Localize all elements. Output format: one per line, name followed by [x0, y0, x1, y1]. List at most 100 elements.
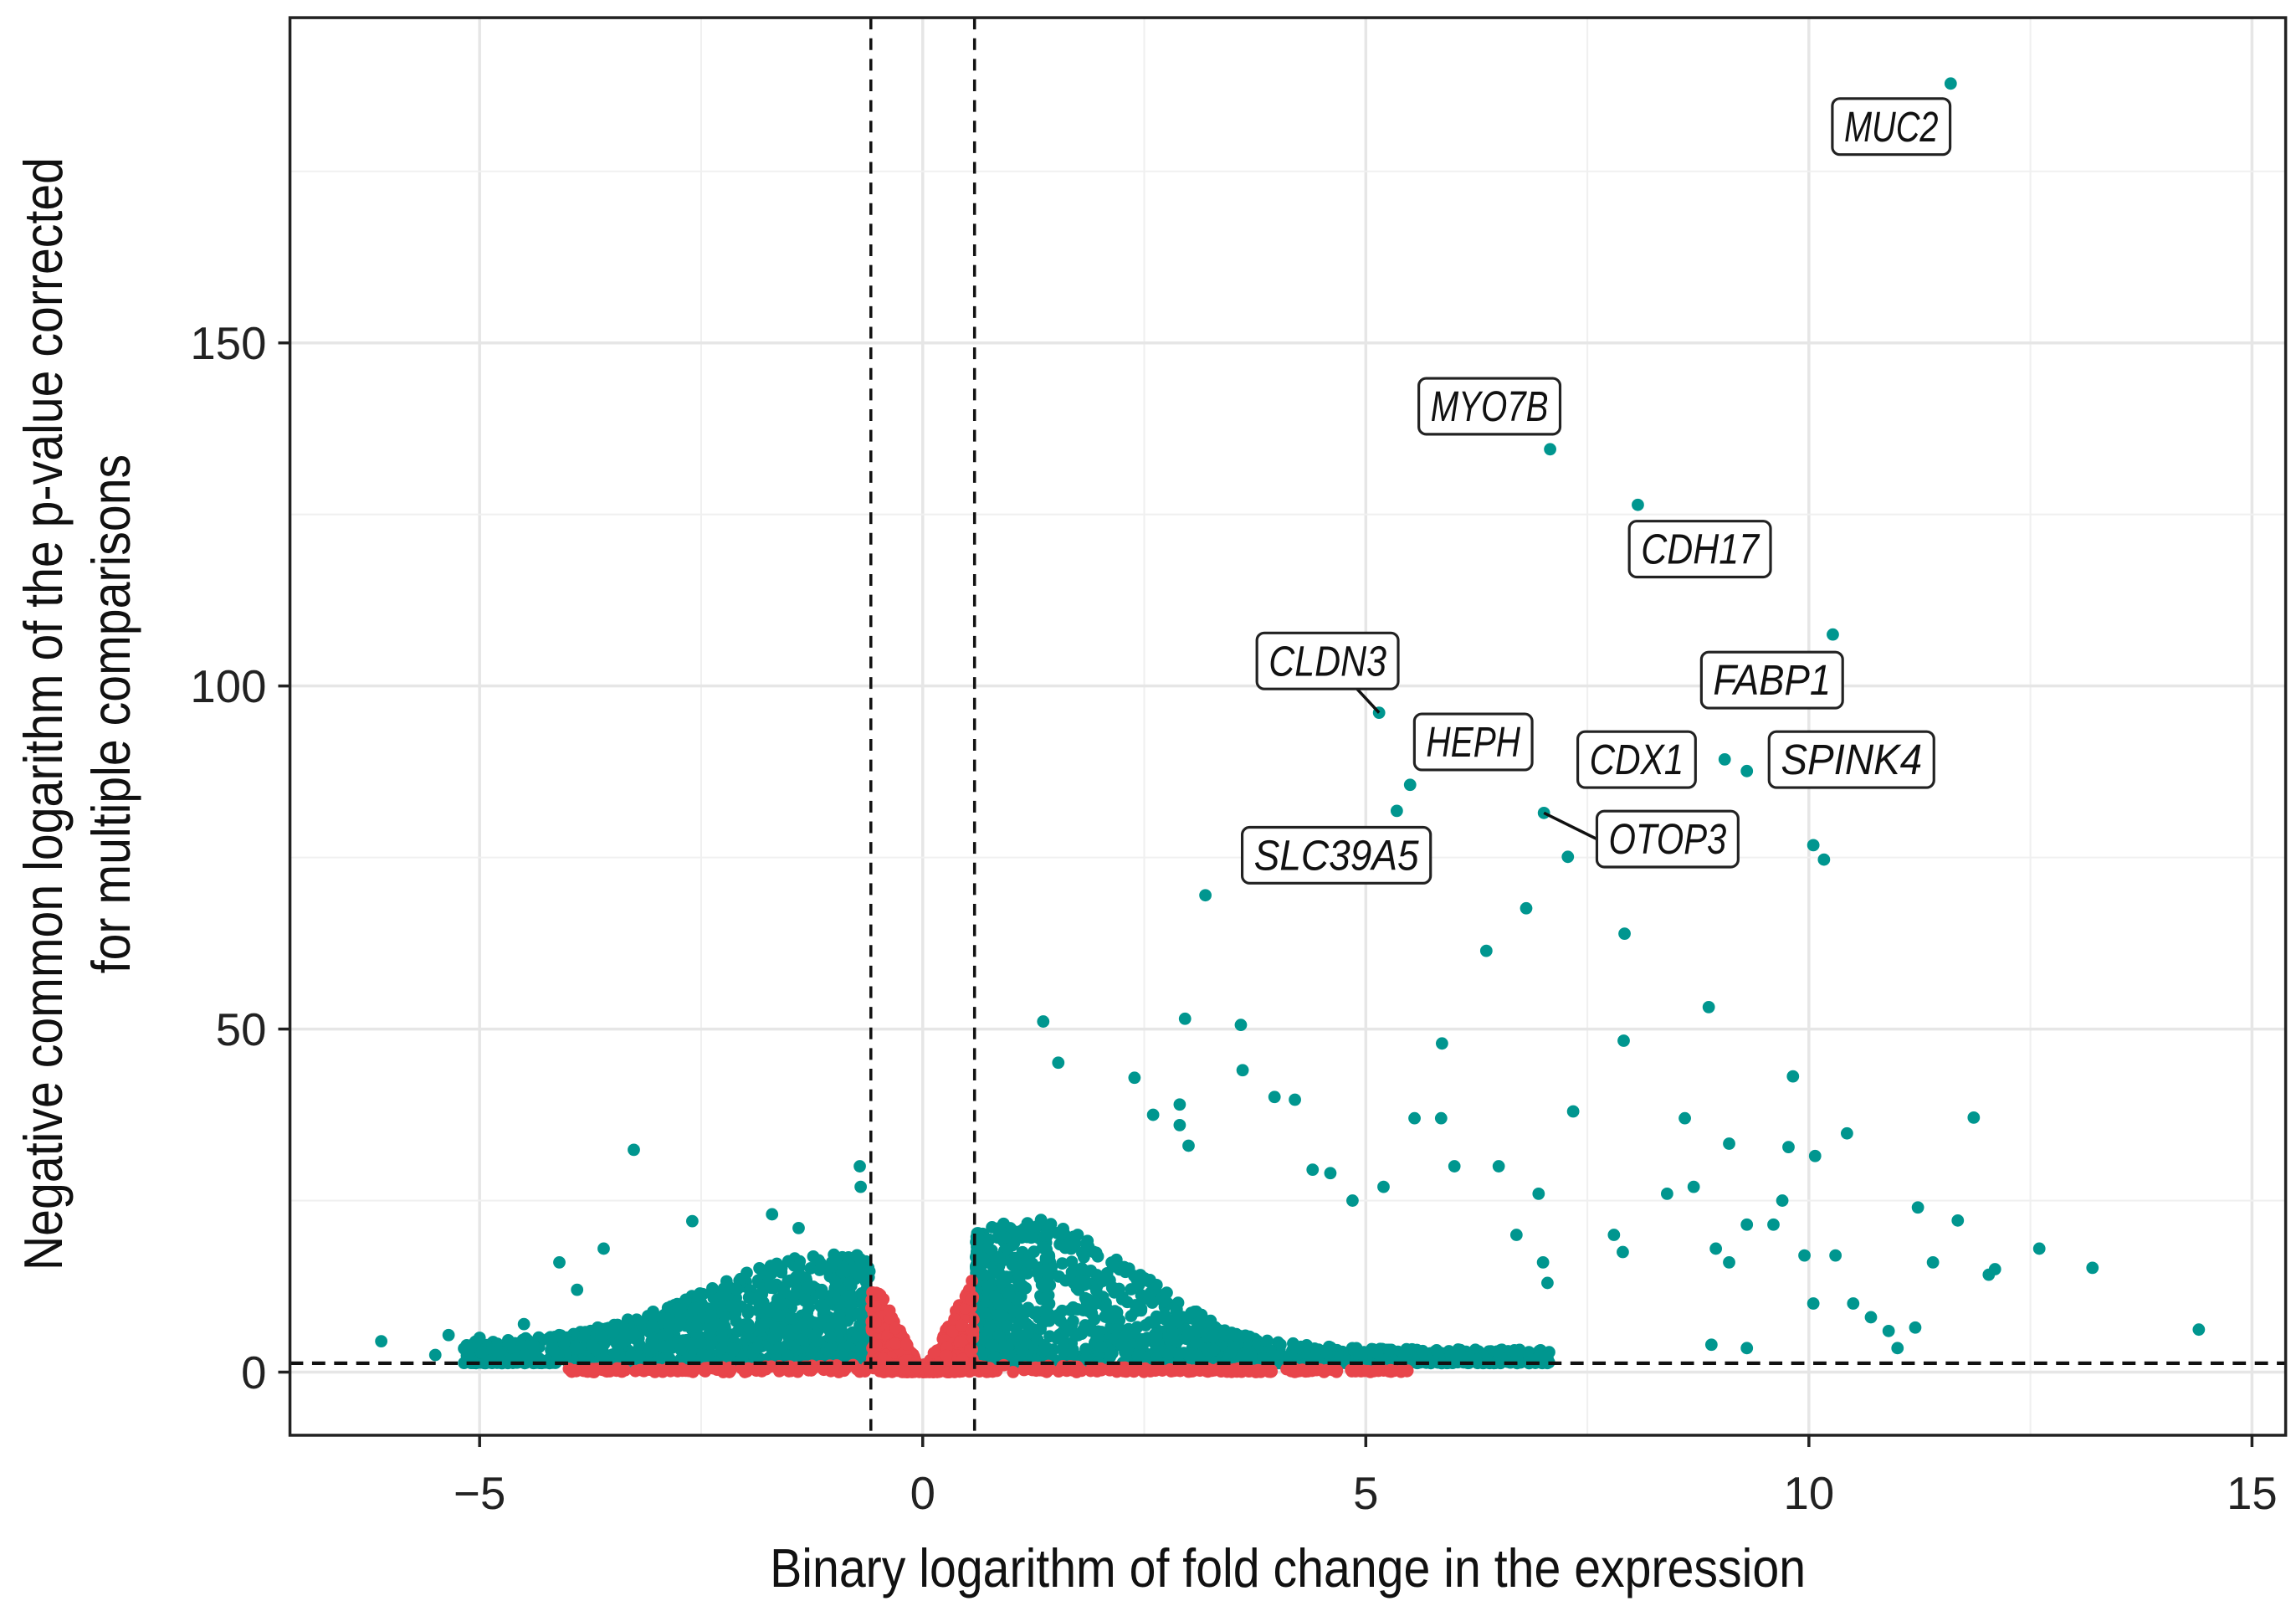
data-point [1678, 1111, 1691, 1125]
data-point [869, 1339, 883, 1352]
data-point [1536, 1255, 1550, 1269]
data-point [723, 1362, 736, 1375]
data-point [1096, 1275, 1110, 1288]
data-point [705, 1322, 718, 1336]
label-box [1412, 712, 1534, 772]
data-point [1434, 1111, 1448, 1125]
label-box [1417, 377, 1562, 436]
data-point [696, 1348, 710, 1362]
data-point [1040, 1227, 1053, 1240]
data-point [1079, 1342, 1092, 1356]
y-tick-label: 0 [241, 1347, 266, 1398]
data-point [981, 1239, 994, 1252]
y-tick-label: 50 [216, 1004, 267, 1055]
data-point [1117, 1364, 1130, 1378]
data-point [1511, 1356, 1525, 1368]
data-point [1520, 901, 1533, 915]
data-point [657, 1340, 670, 1353]
data-point [977, 1268, 991, 1281]
data-point [1245, 1350, 1258, 1363]
label-text: HEPH [1426, 718, 1520, 766]
data-point [797, 1317, 810, 1331]
data-point [1882, 1324, 1895, 1337]
data-point [1306, 1163, 1320, 1177]
data-point [1416, 1344, 1429, 1357]
data-point [474, 1346, 488, 1359]
data-point [1561, 850, 1575, 864]
data-point [1185, 1306, 1198, 1320]
data-point [775, 1326, 788, 1339]
gene-label-cdh17: CDH17 [1627, 520, 1772, 579]
data-point [1181, 1327, 1195, 1341]
data-point [1055, 1304, 1069, 1317]
data-point [1031, 1332, 1044, 1346]
data-point [764, 1260, 777, 1272]
data-point [2086, 1261, 2099, 1275]
data-point [988, 1351, 1002, 1364]
data-point [1632, 498, 1644, 511]
data-point [1017, 1363, 1031, 1377]
data-point [966, 1332, 980, 1345]
data-point [1007, 1365, 1020, 1378]
data-point [1128, 1365, 1140, 1378]
data-point [1190, 1337, 1202, 1349]
data-point [889, 1321, 902, 1335]
gene-label-fabp1: FABP1 [1699, 650, 1844, 710]
data-point [1071, 1303, 1084, 1316]
data-point [1164, 1316, 1177, 1329]
data-point [993, 1224, 1007, 1237]
data-point [1817, 853, 1831, 866]
label-text: SPINK4 [1781, 736, 1922, 783]
label-box [1699, 650, 1844, 710]
data-point [751, 1342, 764, 1354]
data-point [1110, 1306, 1124, 1319]
data-point [1065, 1265, 1079, 1279]
data-point [807, 1316, 820, 1329]
data-point [727, 1342, 741, 1356]
label-text: MUC2 [1844, 103, 1939, 151]
data-point [948, 1363, 961, 1377]
data-point [1403, 778, 1417, 792]
label-connector [1543, 811, 1598, 841]
data-point [1492, 1160, 1505, 1173]
data-point [976, 1252, 989, 1265]
data-point [741, 1266, 753, 1280]
data-point [1199, 889, 1212, 902]
data-point [1013, 1270, 1027, 1283]
data-point [1016, 1344, 1029, 1357]
data-point [1776, 1194, 1789, 1207]
data-point [1377, 1180, 1390, 1193]
data-point [847, 1358, 859, 1372]
data-point [585, 1339, 598, 1352]
data-point [707, 1362, 720, 1375]
data-point [1052, 1056, 1065, 1070]
data-point [504, 1336, 517, 1349]
plot-frame [288, 16, 2288, 1437]
data-point [1173, 1118, 1186, 1131]
data-point [853, 1252, 867, 1265]
data-point [1056, 1257, 1069, 1270]
data-point [1087, 1245, 1100, 1259]
data-point [899, 1337, 913, 1351]
gene-labels: MUC2 MYO7B CDH17 FABP1 CLDN3 HEPH SLC39A5 CDX1 S… [1240, 97, 1952, 885]
data-point [1544, 443, 1556, 456]
y-tick-label: 100 [190, 661, 266, 712]
gene-label-muc2: MUC2 [1831, 97, 1952, 157]
data-point [428, 1348, 442, 1362]
data-point [1001, 1320, 1014, 1332]
data-point [570, 1342, 583, 1355]
data-point [1261, 1334, 1274, 1347]
data-point [577, 1331, 591, 1344]
data-point [940, 1349, 953, 1362]
x-tick-label: −5 [454, 1468, 505, 1519]
data-point [1025, 1231, 1038, 1244]
data-point [1390, 804, 1403, 818]
data-point [1115, 1293, 1129, 1306]
data-point [1037, 1015, 1050, 1028]
data-point [715, 1326, 729, 1338]
data-point [855, 1340, 869, 1353]
data-point [1125, 1283, 1138, 1296]
data-point [1038, 1315, 1051, 1328]
data-point [1740, 1218, 1754, 1231]
data-point [1128, 1071, 1141, 1085]
